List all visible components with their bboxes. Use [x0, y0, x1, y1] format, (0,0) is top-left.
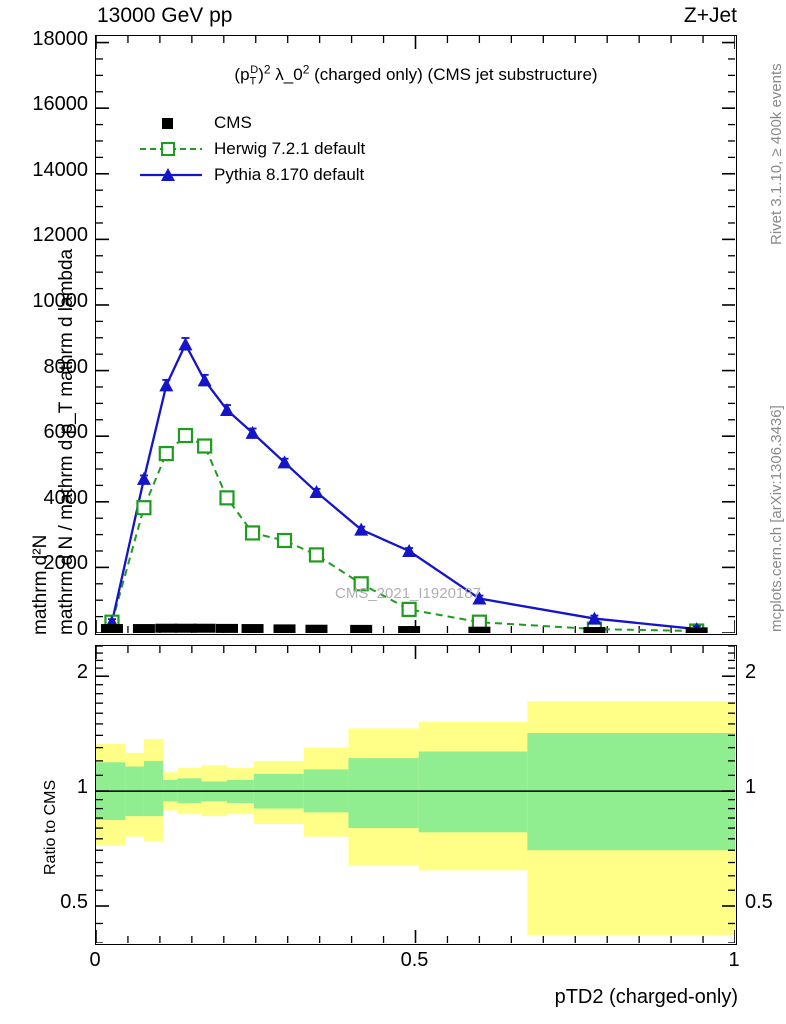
ratio-plot-panel: [95, 645, 737, 945]
rivet-version-credit: Rivet 3.1.10, ≥ 400k events: [768, 63, 785, 245]
main-plot-canvas: [96, 36, 735, 633]
ratio-y-tick-label-right: 0.5: [745, 891, 773, 913]
main-y-tick-label: 18000: [32, 27, 88, 50]
ratio-y-tick-label-left: 0.5: [60, 891, 88, 913]
header-beam-label: 13000 GeV pp: [97, 4, 233, 27]
legend-item-cms[interactable]: CMS: [140, 110, 365, 136]
legend-key-herwig: [140, 139, 202, 159]
main-y-tick-label: 14000: [32, 158, 88, 181]
x-tick-label: 1: [728, 949, 740, 971]
ratio-y-tick-label-right: 2: [745, 661, 757, 684]
ratio-y-tick-label-left: 1: [76, 776, 88, 799]
plot-title: (pTD)2 λ_02 (charged only) (CMS jet subs…: [95, 62, 737, 87]
legend-label-cms: CMS: [214, 113, 252, 132]
main-plot-panel: [95, 35, 737, 635]
x-tick-label: 0: [89, 949, 101, 971]
x-tick-label: 0.5: [400, 949, 429, 971]
legend-key-cms: [140, 113, 202, 133]
plot-title-text: (pTD)2 λ_02 (charged only) (CMS jet subs…: [234, 62, 598, 88]
ratio-y-tick-label-left: 2: [76, 661, 88, 684]
analysis-watermark: CMS_2021_I1920187: [335, 585, 481, 602]
main-y-axis-label-numerator: mathrm d²N: [30, 534, 51, 635]
main-y-axis-label: mathrm d²N mathrm d N / mathrm d p_T mat…: [10, 35, 77, 635]
ratio-y-axis-label: Ratio to CMS: [24, 645, 59, 945]
main-y-tick-label: 12000: [32, 224, 88, 247]
main-y-tick-label: 16000: [32, 93, 88, 116]
ratio-y-tick-label-right: 1: [745, 776, 757, 799]
header-process-label: Z+Jet: [683, 4, 737, 27]
ratio-plot-canvas: [96, 646, 735, 943]
x-axis-label: pTD2 (charged-only): [554, 986, 738, 1008]
main-y-axis-label-denominator: mathrm d N / mathrm d p_T mathrm d lambd…: [56, 248, 77, 635]
legend-label-herwig: Herwig 7.2.1 default: [214, 139, 366, 158]
mcplots-credit: mcplots.cern.ch [arXiv:1306.3436]: [768, 405, 785, 632]
main-y-tick-label: 0: [76, 618, 88, 640]
legend-label-pythia: Pythia 8.170 default: [214, 165, 365, 184]
legend-key-pythia: [140, 165, 202, 185]
legend: CMS Herwig 7.2.1 default Pythia 8.170 de…: [140, 110, 365, 188]
legend-item-pythia[interactable]: Pythia 8.170 default: [140, 162, 365, 188]
legend-item-herwig[interactable]: Herwig 7.2.1 default: [140, 136, 365, 162]
plot-title-rest: (charged only) (CMS jet substructure): [314, 64, 598, 84]
ratio-y-axis-label-text: Ratio to CMS: [42, 779, 59, 875]
